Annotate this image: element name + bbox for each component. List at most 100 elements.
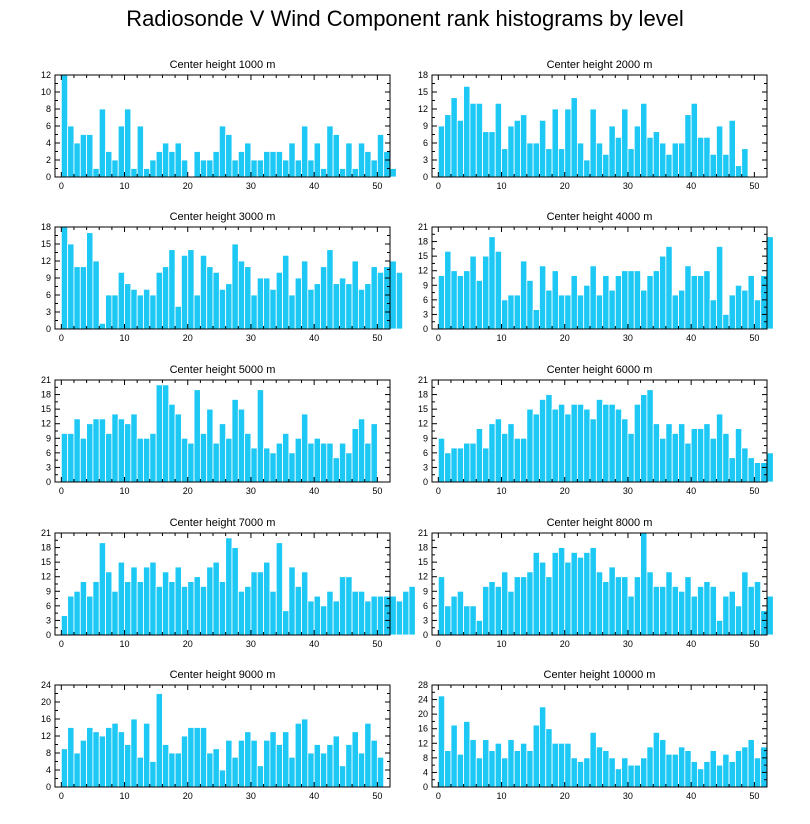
bar [250, 571, 258, 636]
bar [614, 275, 623, 330]
bar [225, 134, 233, 178]
bar [269, 288, 277, 330]
y-tick-label: 15 [418, 404, 428, 414]
bar [703, 761, 711, 788]
bar [111, 722, 119, 788]
bar [339, 442, 347, 483]
bar [206, 159, 214, 178]
panel-title: Center height 5000 m [170, 364, 276, 376]
x-tick-label: 0 [436, 181, 441, 191]
bar [595, 746, 604, 788]
bar [92, 260, 100, 330]
bar [621, 757, 629, 788]
panel-title: Center height 9000 m [170, 669, 276, 681]
bar [576, 556, 585, 636]
bar [539, 399, 547, 483]
y-tick-label: 0 [46, 782, 51, 792]
bar [444, 605, 452, 636]
x-tick-label: 30 [246, 639, 256, 649]
x-tick-label: 0 [436, 791, 441, 801]
bar [250, 447, 258, 483]
bar [602, 275, 610, 330]
bar [595, 399, 604, 483]
y-tick-label: 0 [423, 324, 428, 334]
bar [671, 586, 679, 636]
bar [155, 586, 163, 636]
x-tick-label: 50 [749, 639, 759, 649]
bar [608, 757, 616, 788]
x-tick-label: 40 [686, 181, 696, 191]
bar [741, 148, 749, 178]
bar [105, 433, 113, 483]
bar [621, 108, 629, 178]
x-tick-label: 50 [372, 181, 382, 191]
bar [143, 722, 151, 788]
bar [507, 590, 515, 636]
bar [564, 742, 572, 788]
x-tick-label: 0 [59, 181, 64, 191]
bar [237, 260, 246, 330]
bar [526, 142, 534, 178]
bar [117, 271, 125, 330]
bar [551, 408, 559, 483]
y-tick-label: 6 [46, 121, 51, 131]
y-tick-label: 12 [41, 572, 51, 582]
bar [269, 731, 277, 788]
bar [564, 294, 572, 330]
y-tick-label: 12 [41, 70, 51, 80]
y-tick-label: 0 [423, 782, 428, 792]
bar [332, 600, 340, 636]
bar [307, 752, 315, 788]
y-tick-label: 21 [418, 375, 428, 385]
bar [275, 442, 283, 483]
bar [98, 322, 106, 330]
bar [539, 265, 547, 330]
bar [576, 294, 585, 330]
bar [437, 275, 446, 330]
bar [741, 746, 749, 788]
panel-title: Center height 3000 m [170, 211, 276, 223]
bar [181, 254, 189, 330]
y-tick-label: 4 [423, 767, 428, 777]
bar [766, 595, 774, 636]
bar [136, 581, 144, 636]
bar [463, 270, 471, 330]
bar [583, 757, 591, 788]
bar [288, 566, 296, 636]
bar [111, 294, 119, 330]
panel-title: Center height 4000 m [547, 211, 653, 223]
bar [614, 768, 623, 788]
bar [513, 294, 521, 330]
bar [174, 142, 182, 178]
bar [507, 294, 515, 330]
bar [501, 757, 509, 788]
bar [301, 260, 309, 330]
bar [520, 260, 528, 330]
bar [659, 437, 667, 483]
bar [332, 134, 340, 178]
bar [507, 739, 515, 788]
bar [513, 119, 521, 178]
y-tick-label: 6 [46, 290, 51, 300]
bar [60, 748, 69, 788]
bar [608, 403, 616, 483]
bar [716, 620, 724, 636]
bar [633, 125, 641, 178]
bar [269, 151, 277, 178]
bar [437, 125, 446, 178]
x-tick-label: 10 [497, 791, 507, 801]
bar [313, 283, 321, 330]
bar [665, 423, 673, 483]
bar [60, 74, 69, 178]
bar [79, 134, 88, 178]
y-tick-label: 18 [418, 70, 428, 80]
bar [545, 728, 553, 788]
bar [98, 542, 106, 636]
bar [583, 159, 591, 178]
bar [640, 532, 648, 636]
bar [73, 266, 81, 330]
bar [212, 271, 220, 330]
bar [218, 288, 227, 330]
bar [766, 236, 774, 330]
